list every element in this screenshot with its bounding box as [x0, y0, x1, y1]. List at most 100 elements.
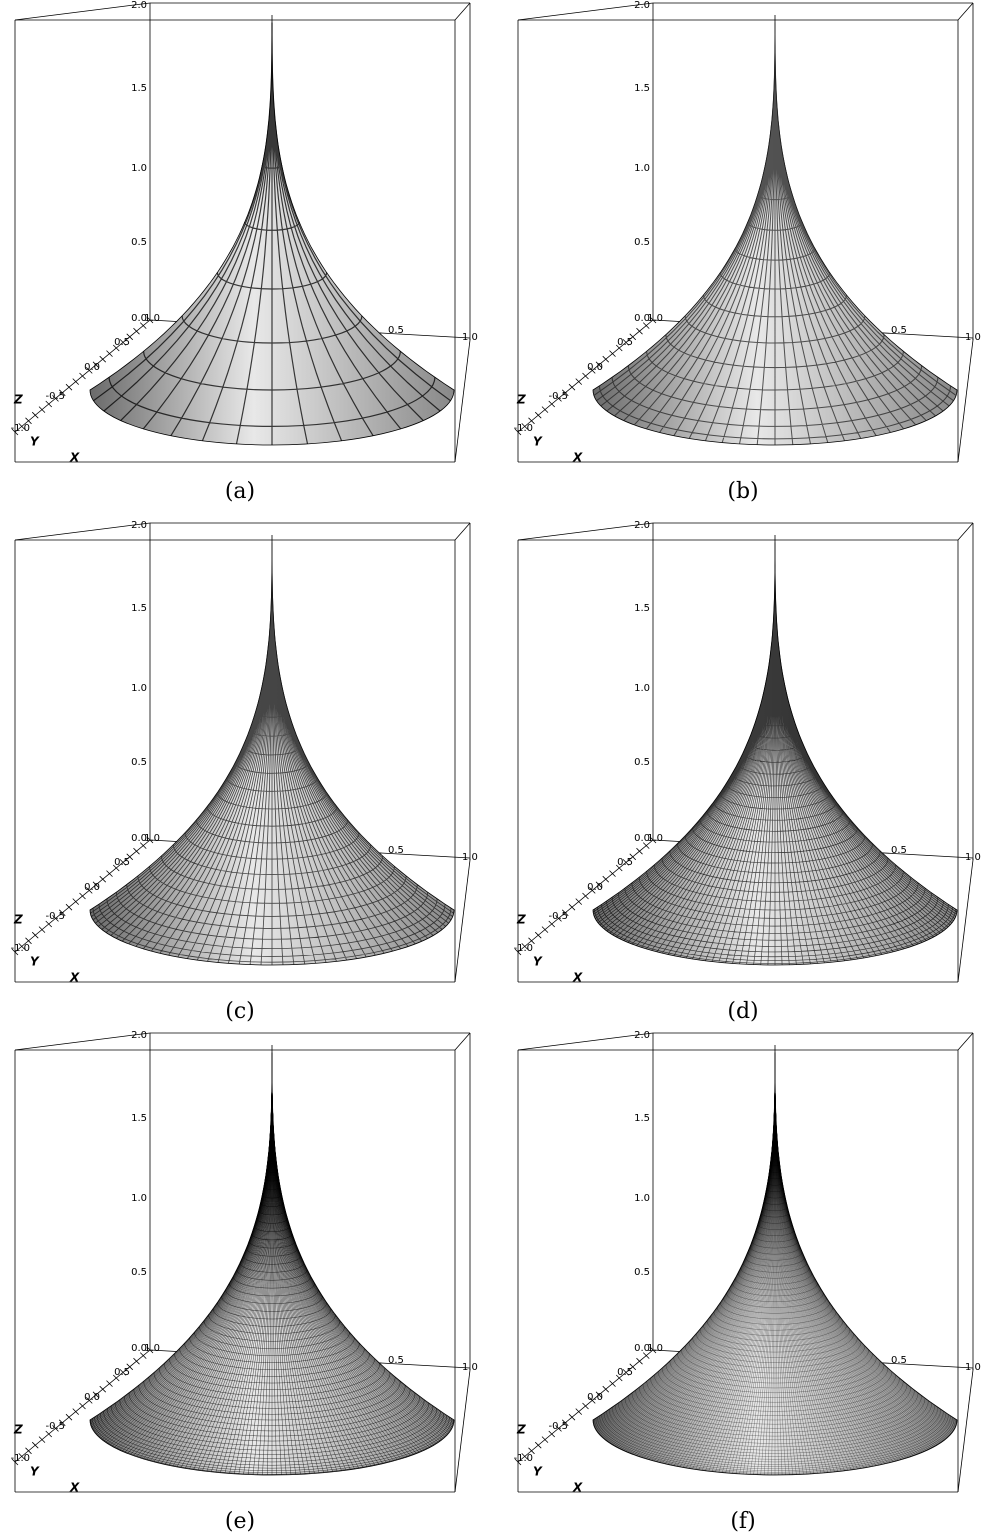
- box-edge: [517, 2, 654, 21]
- y-tick-label: 1.0: [647, 313, 663, 324]
- axis-tick: [18, 1453, 26, 1460]
- y-tick-label: 1.0: [144, 833, 160, 844]
- box-edge: [454, 1032, 471, 1051]
- axis-tick: [119, 859, 127, 866]
- axis-label: Y: [533, 435, 543, 449]
- z-tick-label: 2.0: [634, 1030, 650, 1041]
- z-tick-label: 0.5: [131, 237, 147, 248]
- axis-tick: [133, 847, 140, 855]
- box-edge: [14, 1032, 151, 1051]
- caption: (c): [225, 999, 255, 1024]
- axis-tick: [85, 887, 93, 894]
- axis-tick: [561, 1419, 569, 1427]
- axis-tick: [568, 1413, 576, 1421]
- y-tick-label: 0.0: [84, 1392, 100, 1403]
- axis-tick: [112, 864, 120, 872]
- axis-label: Z: [13, 1423, 23, 1437]
- axis-tick: [555, 915, 562, 922]
- y-tick-label: -1.0: [513, 943, 533, 954]
- axis-tick: [25, 417, 32, 425]
- y-tick-label: -1.0: [10, 943, 30, 954]
- box-edge: [454, 859, 471, 983]
- mesh: [592, 1052, 958, 1476]
- axis-tick: [72, 1408, 80, 1415]
- box-edge: [957, 339, 974, 463]
- y-tick-label: -0.5: [548, 391, 568, 402]
- axis-tick: [602, 875, 610, 883]
- axis-tick: [65, 383, 73, 391]
- axis-tick: [25, 937, 32, 945]
- axis-label: Z: [13, 393, 23, 407]
- y-tick-label: 0.0: [84, 882, 100, 893]
- axis-label: X: [572, 1481, 583, 1495]
- z-tick-label: 0.0: [634, 1343, 650, 1354]
- panel: 2.0 1.5 1.0 0.5 0.0 -1.0 -0.5 0.0 0.5 1.0 0.5 1.0 Z Y…: [10, 520, 477, 1024]
- axis-tick: [126, 333, 134, 341]
- axis-tick: [11, 948, 19, 956]
- axis-tick: [65, 1413, 73, 1421]
- z-tick-label: 1.0: [131, 683, 147, 694]
- axis-tick: [58, 1419, 66, 1427]
- axis-tick: [622, 339, 630, 346]
- box-edge: [957, 1369, 974, 1493]
- axis-tick: [622, 859, 630, 866]
- axis-tick: [146, 836, 154, 844]
- axis-tick: [636, 327, 643, 335]
- axis-tick: [92, 361, 100, 369]
- y-tick-label: -1.0: [513, 1453, 533, 1464]
- z-tick-label: 1.5: [634, 1113, 650, 1124]
- axis-tick: [615, 864, 623, 872]
- axis-label: X: [69, 451, 80, 465]
- axis-tick: [521, 423, 529, 430]
- axis-label: Y: [30, 435, 40, 449]
- axis-tick: [534, 1441, 542, 1449]
- axis-tick: [582, 372, 589, 380]
- axis-tick: [72, 898, 80, 905]
- y-tick-label: -0.5: [45, 911, 65, 922]
- axis-tick: [65, 903, 73, 911]
- axis-tick: [79, 892, 86, 900]
- z-tick-label: 2.0: [634, 0, 650, 11]
- z-tick-label: 2.0: [634, 520, 650, 531]
- axis-tick: [588, 1397, 596, 1404]
- axis-tick: [31, 411, 39, 419]
- axis-tick: [548, 400, 556, 408]
- axis-tick: [99, 1385, 107, 1393]
- y-tick-label: 1.0: [647, 1343, 663, 1354]
- axis-tick: [119, 1369, 127, 1376]
- axis-tick: [99, 875, 107, 883]
- box-edge: [957, 522, 974, 541]
- box-edge: [957, 1032, 974, 1051]
- axis-tick: [642, 322, 650, 329]
- axis-tick: [514, 948, 522, 956]
- axis-tick: [126, 1363, 134, 1371]
- z-tick-label: 0.5: [131, 757, 147, 768]
- z-tick-label: 1.0: [131, 163, 147, 174]
- axis-tick: [79, 372, 86, 380]
- axis-tick: [521, 943, 529, 950]
- y-tick-label: -0.5: [548, 911, 568, 922]
- box-edge: [957, 859, 974, 983]
- axis-tick: [534, 931, 542, 939]
- y-tick-label: 0.0: [587, 362, 603, 373]
- box-edge: [454, 522, 471, 541]
- axis-tick: [112, 344, 120, 352]
- axis-tick: [555, 1425, 562, 1432]
- caption: (e): [225, 1509, 255, 1534]
- axis-tick: [602, 1385, 610, 1393]
- axis-tick: [528, 937, 535, 945]
- axis-tick: [595, 1391, 603, 1399]
- axis-tick: [561, 909, 569, 917]
- axis-tick: [541, 1436, 549, 1443]
- axis-tick: [139, 322, 147, 329]
- z-tick-label: 1.0: [634, 683, 650, 694]
- axis-tick: [582, 892, 589, 900]
- caption: (a): [225, 479, 255, 504]
- axis-tick: [92, 881, 100, 889]
- axis-tick: [11, 428, 19, 436]
- mesh: [90, 542, 454, 965]
- z-tick-label: 2.0: [131, 1030, 147, 1041]
- axis-tick: [541, 926, 549, 933]
- axis-label: Z: [516, 393, 526, 407]
